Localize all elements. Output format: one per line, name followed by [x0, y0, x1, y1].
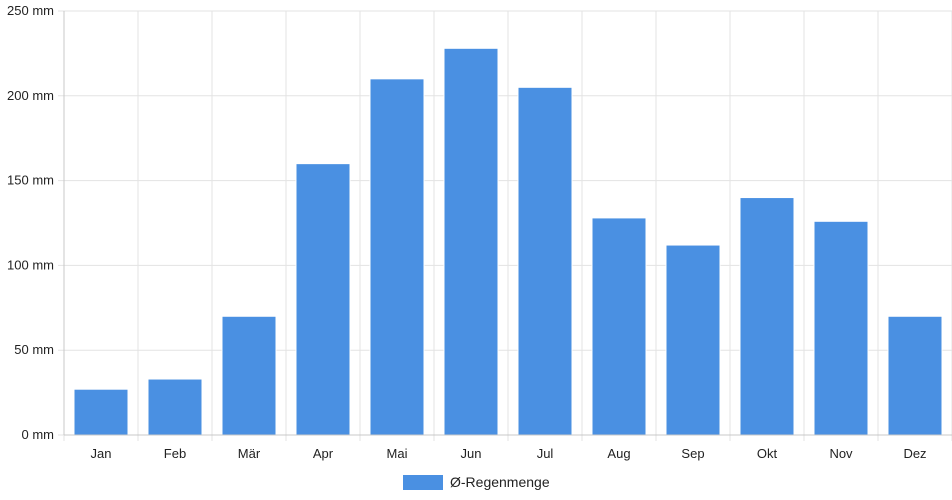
bar-aug[interactable]	[591, 217, 647, 436]
x-tick-label: Aug	[607, 446, 630, 461]
y-tick-label: 50 mm	[14, 342, 54, 357]
bar-sep[interactable]	[665, 244, 721, 436]
bar-mär[interactable]	[221, 315, 277, 436]
x-tick-label: Mai	[387, 446, 408, 461]
x-axis-tick-labels: Jan Feb Mär Apr Mai Jun Jul Aug Sep Okt Nov Dez	[91, 446, 927, 461]
x-tick-label: Jul	[537, 446, 554, 461]
x-tick-label: Apr	[313, 446, 334, 461]
x-tick-label: Mär	[238, 446, 261, 461]
bar-apr[interactable]	[295, 163, 351, 436]
y-tick-label: 150 mm	[7, 173, 54, 188]
bar-jan[interactable]	[73, 388, 129, 436]
axes	[63, 11, 952, 436]
x-tick-label: Okt	[757, 446, 778, 461]
x-tick-label: Sep	[681, 446, 704, 461]
y-tick-label: 0 mm	[22, 427, 55, 442]
x-tick-label: Jun	[461, 446, 482, 461]
grid-lines	[58, 10, 952, 441]
bar-series	[73, 47, 943, 436]
x-tick-label: Jan	[91, 446, 112, 461]
bar-feb[interactable]	[147, 378, 203, 436]
bar-nov[interactable]	[813, 220, 869, 436]
bar-jun[interactable]	[443, 47, 499, 436]
legend-label[interactable]: Ø-Regenmenge	[450, 474, 550, 490]
legend[interactable]: Ø-Regenmenge	[403, 474, 550, 490]
bar-jul[interactable]	[517, 86, 573, 436]
legend-swatch[interactable]	[403, 475, 443, 490]
y-axis-tick-labels: 0 mm 50 mm 100 mm 150 mm 200 mm 250 mm	[7, 3, 54, 442]
y-tick-label: 250 mm	[7, 3, 54, 18]
bar-okt[interactable]	[739, 197, 795, 436]
bar-dez[interactable]	[887, 315, 943, 436]
y-tick-label: 100 mm	[7, 257, 54, 272]
x-tick-label: Feb	[164, 446, 186, 461]
x-tick-label: Dez	[903, 446, 926, 461]
y-tick-label: 200 mm	[7, 88, 54, 103]
x-tick-label: Nov	[829, 446, 853, 461]
bar-mai[interactable]	[369, 78, 425, 436]
